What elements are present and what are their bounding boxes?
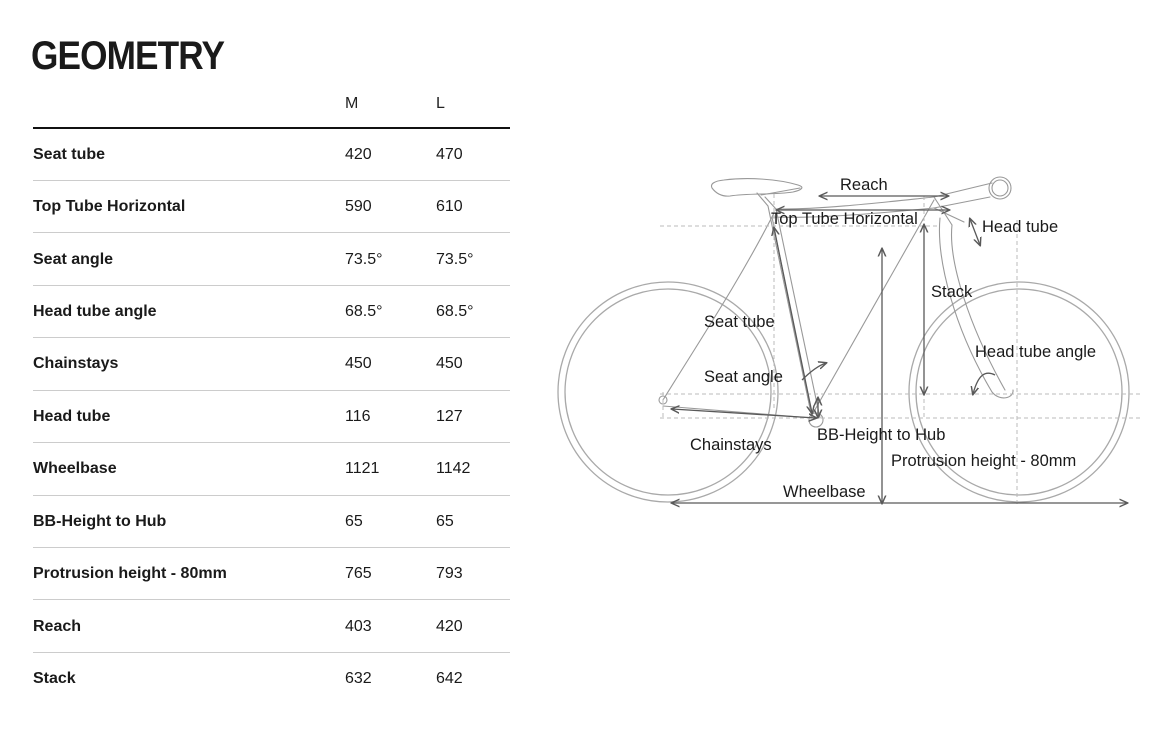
svg-text:Stack: Stack	[931, 283, 973, 301]
svg-text:Reach: Reach	[840, 176, 888, 194]
svg-text:Top Tube Horizontal: Top Tube Horizontal	[771, 210, 918, 228]
svg-text:BB-Height to Hub: BB-Height to Hub	[817, 426, 945, 444]
svg-text:Seat tube: Seat tube	[704, 313, 775, 331]
svg-text:Head tube angle: Head tube angle	[975, 343, 1096, 361]
svg-text:Head tube: Head tube	[982, 218, 1058, 236]
svg-text:Protrusion height - 80mm: Protrusion height - 80mm	[891, 452, 1076, 470]
svg-text:Wheelbase: Wheelbase	[783, 483, 866, 501]
svg-text:Chainstays: Chainstays	[690, 436, 772, 454]
svg-text:Seat angle: Seat angle	[704, 368, 783, 386]
